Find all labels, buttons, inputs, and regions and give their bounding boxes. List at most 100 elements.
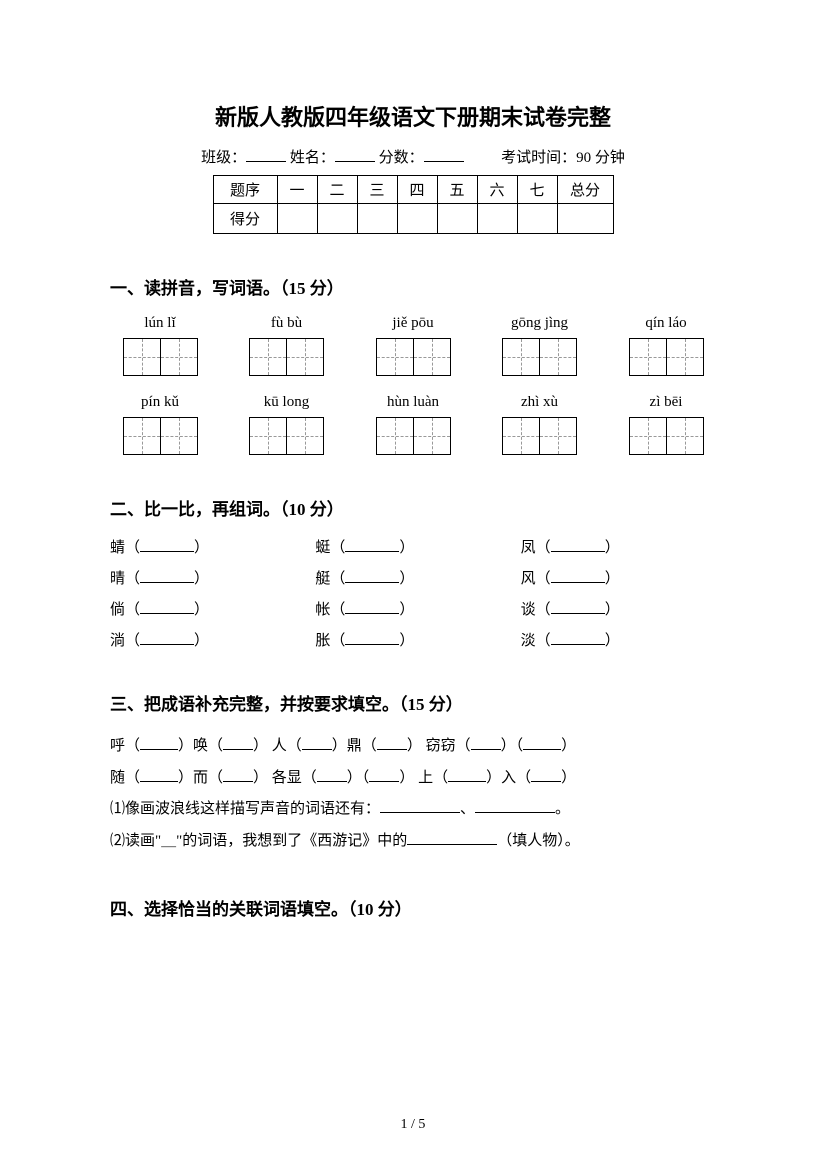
q1-header: 一、读拼音，写词语。（15 分） [110, 274, 716, 299]
q3-sub1: ⑴像画波浪线这样描写声音的词语还有：、。 [110, 794, 716, 826]
score-cell[interactable] [557, 204, 613, 234]
pinyin: gōng jìng [490, 315, 590, 332]
char-box[interactable] [110, 417, 210, 455]
blank[interactable] [302, 738, 332, 750]
pinyin-row-1: lún lǐ fù bù jiě pōu gōng jìng qín láo [110, 315, 716, 332]
score-label: 分数： [379, 150, 424, 166]
pinyin: kū long [237, 394, 337, 411]
blank[interactable] [551, 602, 605, 614]
char-box[interactable] [363, 417, 463, 455]
score-blank[interactable] [424, 148, 464, 162]
q2-item: 风（） [521, 567, 716, 588]
pinyin: pín kǔ [110, 394, 210, 411]
blank[interactable] [448, 770, 486, 782]
blank[interactable] [377, 738, 407, 750]
pinyin: hùn luàn [363, 394, 463, 411]
score-col-2: 二 [317, 176, 357, 204]
page-footer: 1 / 5 [0, 1117, 826, 1133]
q3-line-1: 呼（）唤（） 人（）鼎（） 窃窃（）（） [110, 731, 716, 763]
blank[interactable] [223, 770, 253, 782]
class-label: 班级： [201, 150, 246, 166]
blank[interactable] [380, 801, 460, 813]
q2-item: 胀（） [315, 629, 510, 650]
q4-header: 四、选择恰当的关联词语填空。（10 分） [110, 895, 716, 920]
blank[interactable] [345, 602, 399, 614]
char-box[interactable] [110, 338, 210, 376]
blank[interactable] [369, 770, 399, 782]
blank[interactable] [140, 738, 178, 750]
blank[interactable] [140, 770, 178, 782]
blank[interactable] [475, 801, 555, 813]
blank[interactable] [551, 540, 605, 552]
q2-item: 谈（） [521, 598, 716, 619]
score-table-header-first: 题序 [213, 176, 277, 204]
score-table-footer-first: 得分 [213, 204, 277, 234]
blank[interactable] [551, 571, 605, 583]
q2-item: 淡（） [521, 629, 716, 650]
exam-time: 考试时间：90 分钟 [501, 150, 625, 166]
q2-item: 凤（） [521, 536, 716, 557]
score-col-1: 一 [277, 176, 317, 204]
q2-grid: 蜻（） 蜓（） 凤（） 晴（） 艇（） 风（） 倘（） 帐（） 谈（） 淌（） … [110, 536, 716, 650]
q2-item: 帐（） [315, 598, 510, 619]
blank[interactable] [407, 833, 497, 845]
char-box[interactable] [237, 417, 337, 455]
char-box[interactable] [363, 338, 463, 376]
pinyin: qín láo [616, 315, 716, 332]
blank[interactable] [223, 738, 253, 750]
score-col-7: 七 [517, 176, 557, 204]
blank[interactable] [345, 633, 399, 645]
char-box[interactable] [490, 417, 590, 455]
score-cell[interactable] [317, 204, 357, 234]
char-box[interactable] [237, 338, 337, 376]
q3-header: 三、把成语补充完整，并按要求填空。（15 分） [110, 690, 716, 715]
score-col-6: 六 [477, 176, 517, 204]
q2-item: 蜻（） [110, 536, 305, 557]
class-blank[interactable] [246, 148, 286, 162]
score-col-5: 五 [437, 176, 477, 204]
q2-item: 艇（） [315, 567, 510, 588]
blank[interactable] [140, 602, 194, 614]
q2-header: 二、比一比，再组词。（10 分） [110, 495, 716, 520]
score-col-total: 总分 [557, 176, 613, 204]
score-cell[interactable] [517, 204, 557, 234]
score-cell[interactable] [397, 204, 437, 234]
blank[interactable] [140, 571, 194, 583]
blank[interactable] [551, 633, 605, 645]
blank[interactable] [531, 770, 561, 782]
pinyin: fù bù [237, 315, 337, 332]
score-col-3: 三 [357, 176, 397, 204]
score-cell[interactable] [477, 204, 517, 234]
pinyin: zì bēi [616, 394, 716, 411]
q3-sub2: ⑵读画"＿"的词语，我想到了《西游记》中的（填人物）。 [110, 826, 716, 858]
blank[interactable] [471, 738, 501, 750]
q2-item: 晴（） [110, 567, 305, 588]
pinyin: lún lǐ [110, 315, 210, 332]
blank[interactable] [140, 633, 194, 645]
char-box[interactable] [616, 417, 716, 455]
q2-item: 倘（） [110, 598, 305, 619]
boxes-row-2 [110, 417, 716, 455]
blank[interactable] [523, 738, 561, 750]
blank[interactable] [140, 540, 194, 552]
q3-line-2: 随（）而（） 各显（）（） 上（）入（） [110, 763, 716, 795]
pinyin-row-2: pín kǔ kū long hùn luàn zhì xù zì bēi [110, 394, 716, 411]
score-cell[interactable] [277, 204, 317, 234]
blank[interactable] [345, 571, 399, 583]
score-table: 题序 一 二 三 四 五 六 七 总分 得分 [213, 175, 614, 234]
name-blank[interactable] [335, 148, 375, 162]
score-col-4: 四 [397, 176, 437, 204]
q2-item: 蜓（） [315, 536, 510, 557]
boxes-row-1 [110, 338, 716, 376]
blank[interactable] [345, 540, 399, 552]
char-box[interactable] [490, 338, 590, 376]
score-cell[interactable] [357, 204, 397, 234]
char-box[interactable] [616, 338, 716, 376]
name-label: 姓名： [290, 150, 335, 166]
pinyin: jiě pōu [363, 315, 463, 332]
pinyin: zhì xù [490, 394, 590, 411]
blank[interactable] [317, 770, 347, 782]
score-cell[interactable] [437, 204, 477, 234]
info-line: 班级： 姓名： 分数： 考试时间：90 分钟 [110, 146, 716, 167]
q2-item: 淌（） [110, 629, 305, 650]
